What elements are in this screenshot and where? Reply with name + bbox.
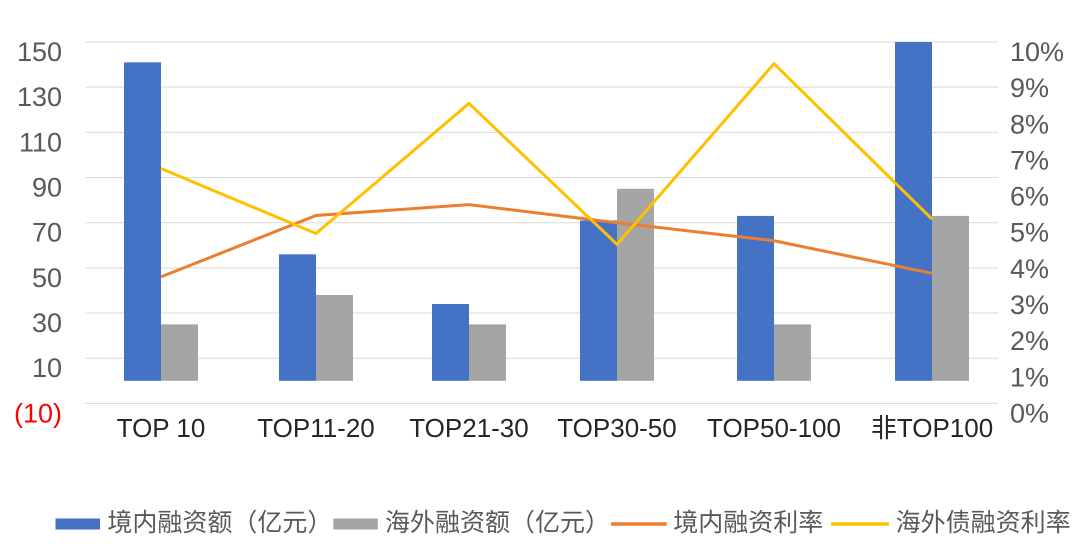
svg-text:境内融资利率: 境内融资利率 [673, 509, 823, 537]
svg-text:150: 150 [17, 37, 62, 67]
svg-text:TOP 10: TOP 10 [117, 413, 206, 443]
svg-text:海外融资额（亿元）: 海外融资额（亿元） [385, 509, 610, 537]
svg-text:TOP50-100: TOP50-100 [707, 413, 841, 443]
svg-text:1%: 1% [1010, 362, 1049, 392]
svg-text:130: 130 [17, 82, 62, 112]
svg-text:110: 110 [19, 127, 62, 157]
svg-text:2%: 2% [1010, 326, 1049, 356]
svg-text:90: 90 [32, 173, 62, 203]
svg-text:6%: 6% [1010, 182, 1049, 212]
svg-text:70: 70 [32, 218, 62, 248]
svg-text:境内融资额（亿元）: 境内融资额（亿元） [107, 509, 332, 537]
svg-text:50: 50 [32, 263, 62, 293]
svg-text:TOP11-20: TOP11-20 [257, 413, 375, 443]
svg-text:9%: 9% [1010, 73, 1049, 103]
svg-text:7%: 7% [1010, 145, 1049, 175]
svg-text:10%: 10% [1010, 37, 1064, 67]
svg-text:TOP21-30: TOP21-30 [409, 413, 528, 443]
svg-text:5%: 5% [1010, 218, 1049, 248]
svg-text:30: 30 [32, 308, 62, 338]
svg-text:海外债融资利率: 海外债融资利率 [896, 509, 1071, 537]
svg-text:3%: 3% [1010, 290, 1049, 320]
svg-text:TOP30-50: TOP30-50 [557, 413, 676, 443]
svg-text:8%: 8% [1010, 109, 1049, 139]
svg-text:(10): (10) [14, 398, 62, 428]
svg-text:10: 10 [32, 353, 62, 383]
svg-text:非TOP100: 非TOP100 [871, 413, 993, 443]
svg-text:4%: 4% [1010, 254, 1049, 284]
svg-text:0%: 0% [1010, 398, 1049, 428]
